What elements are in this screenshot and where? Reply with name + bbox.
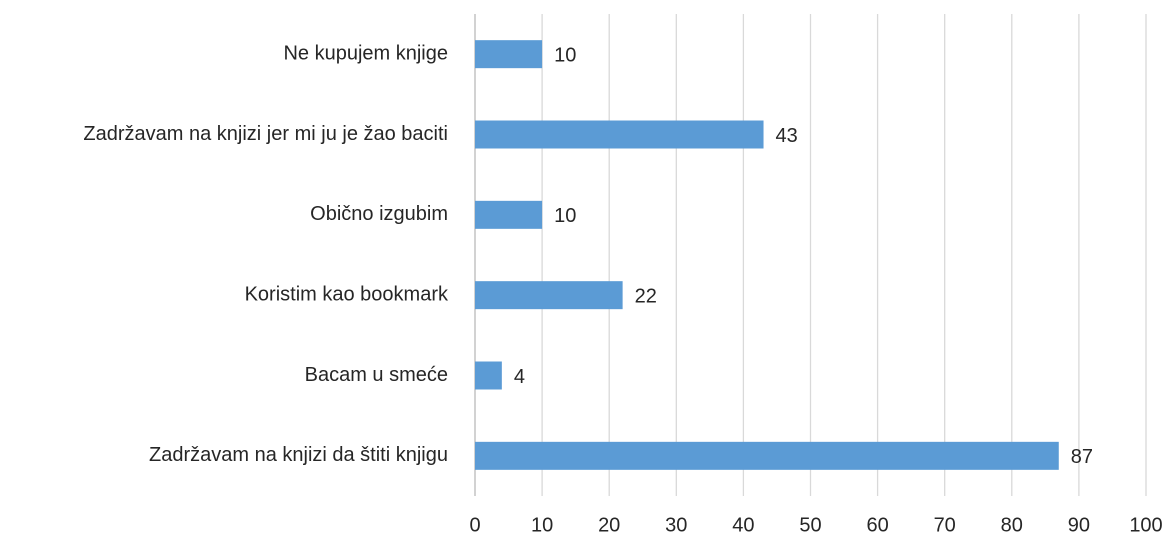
y-tick-label: Zadržavam na knjizi jer mi ju je žao bac…: [83, 123, 448, 145]
y-tick-label: Bacam u smeće: [305, 364, 448, 386]
x-tick-label: 30: [665, 514, 687, 536]
value-label: 10: [554, 205, 576, 227]
x-tick-label: 80: [1001, 514, 1023, 536]
x-tick-label: 0: [469, 514, 480, 536]
y-tick-label: Ne kupujem knjige: [283, 42, 448, 64]
bar: [475, 281, 623, 310]
x-tick-label: 100: [1129, 514, 1162, 536]
value-label: 4: [514, 366, 525, 388]
bar: [475, 120, 764, 149]
bar: [475, 361, 502, 390]
x-tick-label: 10: [531, 514, 553, 536]
y-tick-label: Zadržavam na knjizi da štiti knjigu: [149, 444, 448, 466]
bar: [475, 441, 1059, 470]
x-tick-label: 20: [598, 514, 620, 536]
value-label: 43: [776, 125, 798, 147]
bar: [475, 40, 543, 69]
x-tick-label: 40: [732, 514, 754, 536]
bar: [475, 200, 543, 229]
x-tick-label: 90: [1068, 514, 1090, 536]
x-tick-label: 60: [866, 514, 888, 536]
x-tick-label: 50: [799, 514, 821, 536]
x-tick-label: 70: [934, 514, 956, 536]
value-label: 10: [554, 44, 576, 66]
value-label: 22: [635, 285, 657, 307]
y-tick-label: Obično izgubim: [310, 203, 448, 225]
y-tick-label: Koristim kao bookmark: [245, 283, 449, 305]
value-label: 87: [1071, 446, 1093, 468]
